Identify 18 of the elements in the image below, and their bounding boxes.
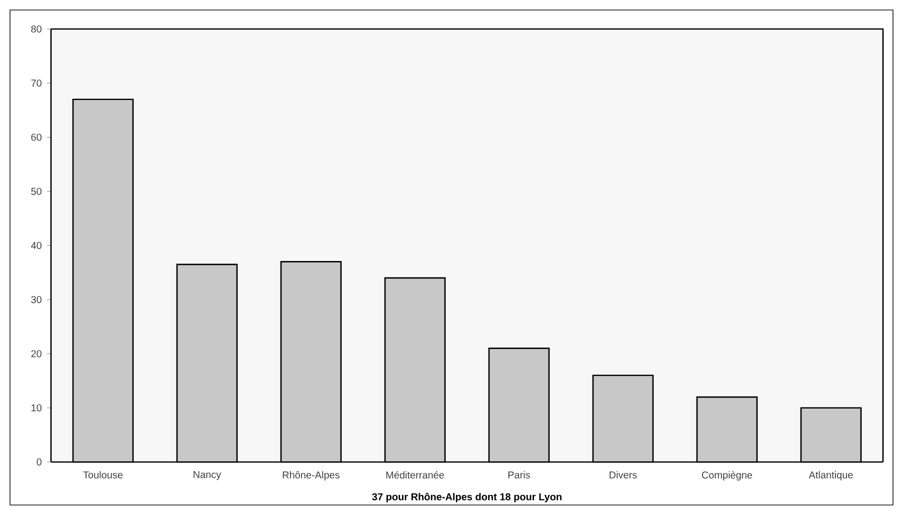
y-tick-label: 50	[31, 188, 42, 195]
x-tick-label: Atlantique	[808, 471, 853, 480]
y-tick-label: 40	[31, 242, 42, 250]
x-tick-label: Compiègne	[702, 471, 752, 481]
x-tick-label: Nancy	[194, 471, 222, 480]
x-tick-label: Rhône-Alpes	[282, 471, 340, 480]
y-tick-label: 60	[31, 134, 42, 141]
x-tick-label: Toulouse	[83, 471, 123, 478]
x-tick-label: Paris	[508, 471, 530, 478]
x-tick-label: Divers	[610, 471, 637, 478]
x-tick-label: Méditerranée	[386, 471, 444, 479]
y-tick-label: 20	[31, 350, 42, 358]
x-axis-title: 37 pour Rhône-Alpes dont 18 pour Lyon	[372, 492, 562, 502]
y-tick-label: 70	[31, 80, 42, 87]
y-tick-label: 0	[36, 458, 42, 466]
y-tick-label: 80	[31, 25, 42, 33]
y-tick-label: 10	[32, 404, 42, 412]
y-tick-label: 30	[31, 296, 42, 304]
